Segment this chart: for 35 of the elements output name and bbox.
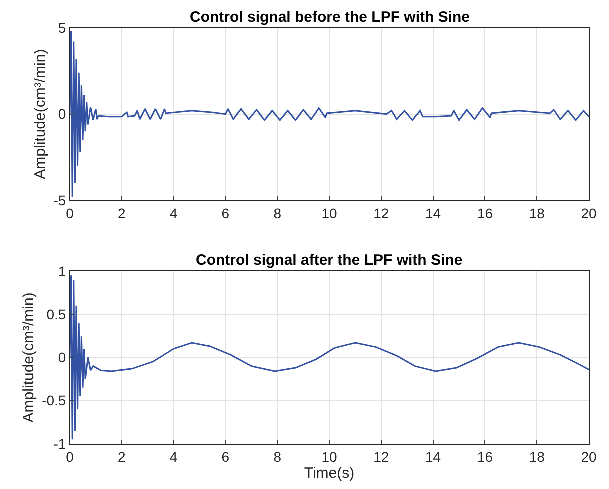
x-tick-label: 12: [374, 205, 390, 222]
y-tick-label: 1: [58, 263, 66, 280]
y-tick-label: 0: [58, 350, 66, 366]
x-tick-label: 12: [374, 448, 390, 465]
x-tick-label: 20: [581, 205, 597, 222]
y-axis-title: Amplitude(cm³/min): [32, 49, 49, 180]
x-tick-label: 14: [426, 448, 442, 465]
x-tick-label: 14: [426, 205, 442, 222]
y-tick-label: 0.5: [46, 306, 66, 322]
x-tick-label: 4: [170, 205, 178, 222]
x-tick-label: 16: [477, 448, 494, 465]
y-tick-label: -1: [54, 436, 66, 452]
y-tick-label: -5: [54, 192, 66, 209]
y-axis-title: Amplitude(cm³/min): [20, 292, 38, 423]
x-tick-label: 16: [477, 205, 494, 222]
x-tick-label: 10: [322, 205, 338, 222]
x-tick-label: 6: [222, 448, 230, 465]
x-tick-label: 4: [170, 448, 178, 465]
x-tick-label: 8: [274, 205, 282, 222]
y-tick-label: -0.5: [42, 392, 66, 409]
chart-title: Control signal after the LPF with Sine: [196, 252, 463, 269]
line-series: [70, 274, 589, 440]
line-series: [70, 30, 589, 198]
x-tick-label: 20: [581, 448, 597, 465]
x-tick-label: 2: [118, 205, 126, 222]
y-tick-label: 5: [58, 20, 66, 36]
x-tick-label: 6: [222, 205, 230, 222]
x-tick-label: 8: [274, 448, 282, 465]
x-axis-title: Time(s): [304, 464, 355, 482]
chart-title: Control signal before the LPF with Sine: [190, 9, 470, 26]
x-tick-label: 2: [118, 448, 126, 465]
x-tick-label: 18: [529, 448, 546, 465]
x-tick-label: 18: [529, 205, 546, 222]
x-tick-label: 10: [322, 448, 338, 465]
y-tick-label: 0: [58, 106, 66, 122]
